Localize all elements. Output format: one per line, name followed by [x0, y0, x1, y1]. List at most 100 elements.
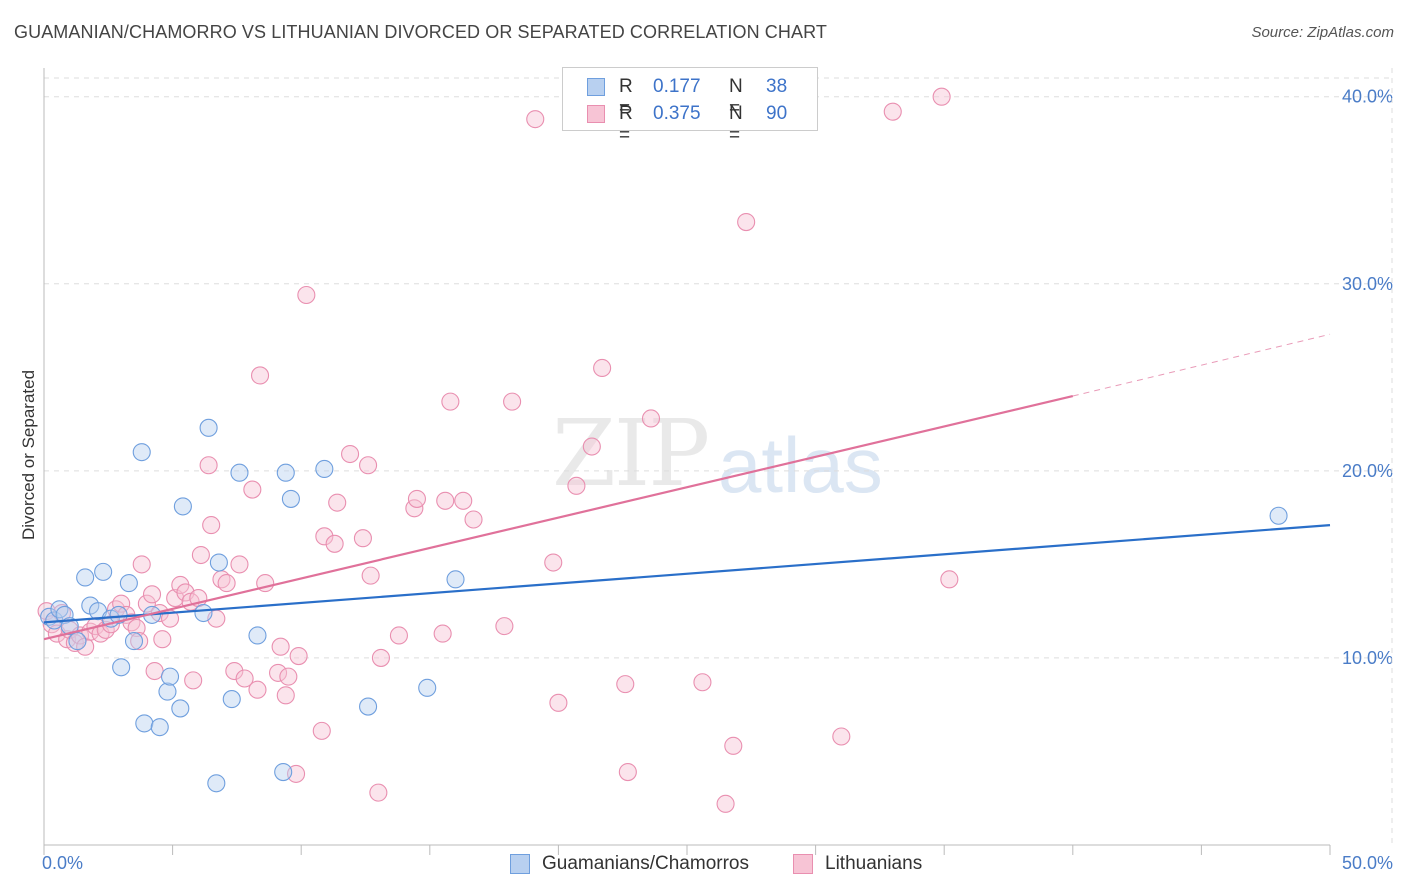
lithuanian-point [297, 285, 316, 305]
lithuanian-point [464, 510, 483, 529]
guamanian-point [1269, 506, 1288, 525]
lithuanian-point [243, 480, 262, 499]
lithuanian-point [184, 671, 203, 690]
guamanian-point [173, 497, 192, 516]
legend-n-label: N = [729, 76, 743, 119]
lithuanian-point [359, 456, 378, 475]
lithuanian-point [132, 555, 151, 574]
lithuanian-point [436, 491, 455, 510]
guamanian-point [109, 605, 128, 624]
lithuanian-point [526, 110, 545, 129]
lithuanian-point [716, 794, 735, 813]
lithuanian-point [454, 491, 473, 510]
lithuanian-point [271, 637, 290, 656]
x-tick-label: 50.0% [1342, 853, 1393, 873]
lithuanian-point [407, 489, 426, 508]
guamanian-point [248, 626, 267, 645]
guamanian-point [94, 562, 113, 581]
lithuanian-point [616, 675, 635, 694]
lithuanian-point [315, 527, 334, 546]
lithuanian-point [618, 762, 637, 782]
lithuanian-point [230, 555, 249, 574]
guamanian-point [315, 459, 334, 479]
guamanian-point [207, 774, 226, 793]
chart-title: GUAMANIAN/CHAMORRO VS LITHUANIAN DIVORCE… [14, 22, 827, 42]
lithuanian-point [145, 661, 164, 681]
lithuanian-point [153, 630, 172, 649]
legend-n-value: 38 [766, 76, 788, 97]
lithuanian-point [883, 102, 902, 121]
lithuanian-point [832, 727, 851, 746]
guamanian-point [124, 632, 144, 651]
lithuanian-point [202, 516, 221, 535]
guamanian-point [222, 690, 241, 709]
lithuanian-point [389, 626, 408, 645]
lithuanian-point [361, 566, 380, 585]
lithuanian-point [582, 437, 601, 456]
guamanian-point [160, 667, 180, 686]
guamanian-point [276, 463, 295, 482]
lithuanian-point [112, 594, 131, 613]
lithuanian-point [312, 721, 331, 740]
lithuanian-point [495, 617, 514, 636]
correlation-legend: R = 0.177 N = 38 R = 0.375 N = 90 [562, 67, 818, 146]
bottom-legend-label: Guamanians/Chamorros [542, 853, 749, 874]
lithuanian-point [724, 736, 743, 755]
lithuanian-trend-extension [1072, 333, 1331, 397]
lithuanian-point [289, 647, 308, 666]
legend-r-label: R = [619, 76, 633, 119]
y-axis-label: Divorced or Separated [19, 370, 38, 540]
guamanian-point [199, 418, 218, 437]
lithuanian-point [441, 392, 460, 411]
lithuanian-point [341, 444, 360, 464]
legend-n-label: N = [729, 103, 743, 146]
x-tick-label: 0.0% [42, 853, 83, 873]
guamanian-point [194, 603, 213, 623]
lithuanian-point [503, 392, 522, 411]
guamanian-point [55, 605, 74, 624]
lithuanian-point [433, 624, 452, 643]
legend-swatch-pink [587, 105, 605, 123]
guamanian-point [359, 697, 378, 716]
guamanian-point [119, 574, 138, 593]
y-tick-label: 40.0% [1342, 87, 1393, 107]
lithuanian-point [225, 661, 244, 681]
lithuanian-point [137, 594, 156, 613]
legend-r-value: 0.177 [653, 76, 701, 97]
guamanian-point [68, 632, 87, 651]
lithuanian-point [593, 358, 612, 378]
lithuanian-point [353, 529, 372, 548]
lithuanian-point [142, 585, 162, 604]
guamanian-point [112, 658, 131, 677]
lithuanian-point [235, 669, 254, 688]
legend-n-value: 90 [766, 103, 788, 124]
lithuanian-point [250, 366, 270, 385]
lithuanian-point [549, 693, 568, 712]
bottom-legend-label: Lithuanians [825, 853, 923, 874]
guamanian-point [158, 682, 177, 701]
legend-r-value: 0.375 [653, 103, 701, 124]
lithuanian-point [737, 212, 756, 232]
lithuanian-point [544, 553, 563, 572]
y-tick-label: 30.0% [1342, 274, 1393, 294]
guamanian-point [132, 443, 151, 462]
lithuanian-point [932, 87, 951, 106]
watermark-atlas: atlas [718, 421, 883, 509]
lithuanian-point [940, 570, 959, 589]
lithuanian-point [191, 545, 210, 565]
lithuanian-point [269, 663, 288, 682]
guamanian-point [60, 617, 79, 636]
guamanian-trend-line [43, 524, 1331, 624]
lithuanian-point [279, 667, 298, 686]
lithuanian-point [248, 680, 267, 699]
guamanian-point [135, 714, 154, 733]
y-tick-label: 20.0% [1342, 461, 1393, 481]
y-tick-label: 10.0% [1342, 648, 1393, 668]
lithuanian-trend-line [43, 394, 1074, 641]
guamanian-point [230, 463, 249, 482]
guamanian-point [446, 570, 465, 589]
watermark-zip: ZIP [552, 400, 710, 507]
lithuanian-point [369, 783, 388, 802]
legend-r-label: R = [619, 103, 633, 146]
